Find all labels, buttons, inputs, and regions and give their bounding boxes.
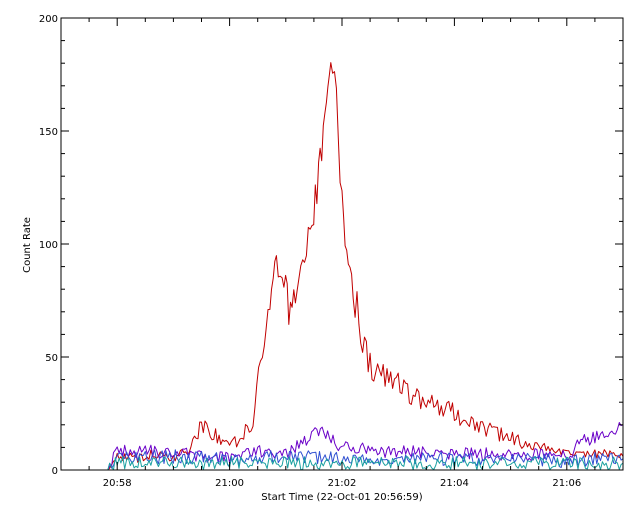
series-layer [107, 62, 624, 471]
x-tick-label: 21:06 [552, 478, 581, 489]
series-line-2 [107, 422, 624, 471]
x-tick-label: 21:02 [328, 478, 357, 489]
series-line-1 [107, 62, 624, 471]
x-tick-label: 20:58 [103, 478, 132, 489]
y-tick-label: 150 [39, 127, 58, 138]
series-line-4 [107, 455, 624, 471]
x-tick-label: 21:04 [440, 478, 469, 489]
x-axis-title: Start Time (22-Oct-01 20:56:59) [261, 492, 422, 503]
plot-frame [60, 17, 624, 471]
y-tick-label: 100 [39, 240, 58, 251]
series-line-3 [107, 449, 624, 471]
y-tick-label: 50 [45, 353, 58, 364]
y-axis-title: Count Rate [22, 217, 33, 273]
y-tick-label: 0 [52, 466, 58, 477]
x-tick-label: 21:00 [215, 478, 244, 489]
y-tick-label: 200 [39, 14, 58, 25]
axes-layer: 0 50 100 150 200 20:58 21:00 21:02 21:04 21:06 [39, 14, 624, 489]
